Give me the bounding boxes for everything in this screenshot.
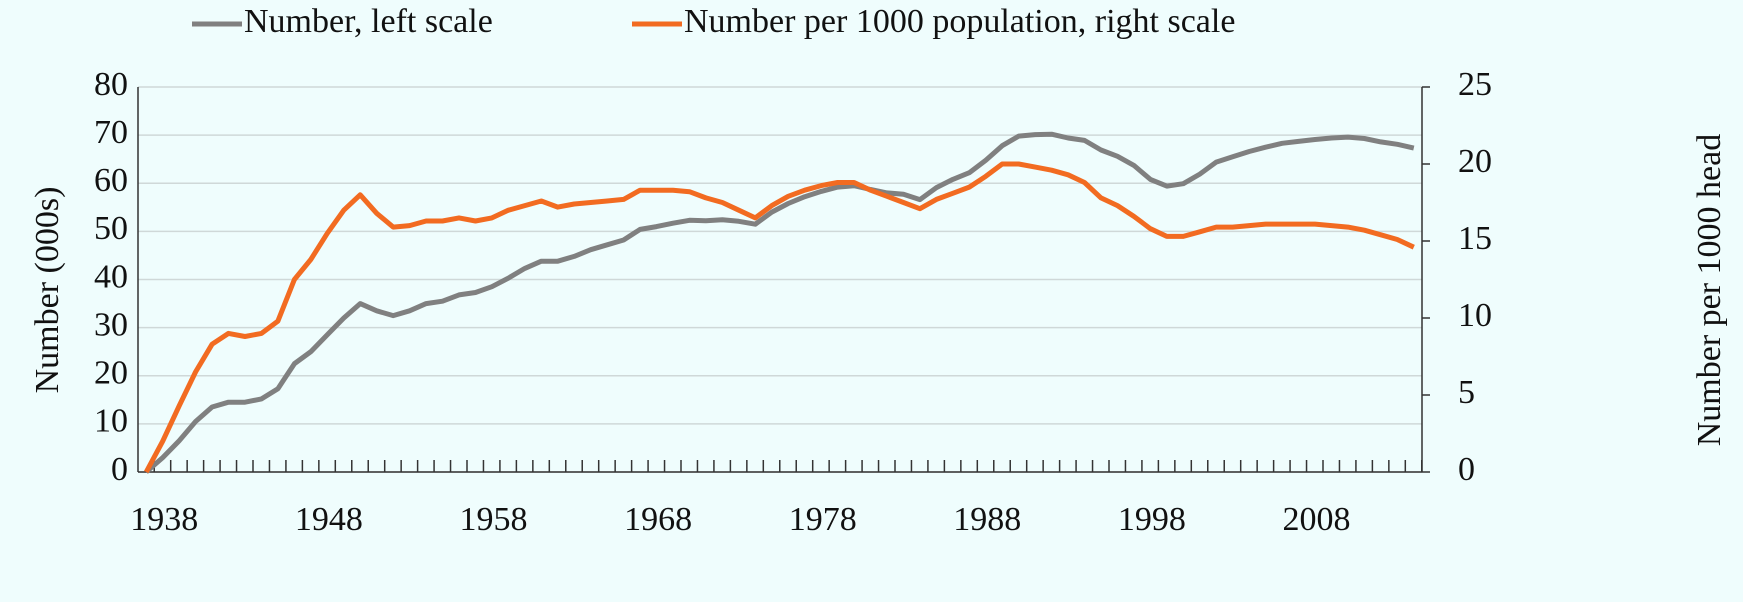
y-tick-label: 80	[94, 66, 128, 103]
line-series	[143, 161, 1415, 474]
y-tick-label: 40	[94, 258, 128, 295]
x-tick-label: 1938	[130, 501, 198, 538]
line-series	[144, 131, 1415, 474]
y-tick-label: 70	[94, 114, 128, 151]
x-tick-label: 1948	[295, 501, 363, 538]
y-tick-label: 20	[94, 355, 128, 392]
x-tick-label: 2008	[1283, 501, 1351, 538]
x-tick-label: 1988	[953, 501, 1021, 538]
x-tick-label: 1958	[459, 501, 527, 538]
y-axis-label: Number (000s)	[29, 187, 66, 394]
y-tick-label: 10	[94, 403, 128, 440]
legend-label: Number, left scale	[244, 3, 493, 40]
y2-tick-label: 15	[1458, 220, 1492, 257]
y2-tick-label: 10	[1458, 297, 1492, 334]
legend-label: Number per 1000 population, right scale	[684, 3, 1235, 40]
y2-axis-label: Number per 1000 head	[1691, 134, 1728, 447]
x-tick-label: 1968	[624, 501, 692, 538]
y2-tick-label: 25	[1458, 66, 1492, 103]
y2-tick-label: 20	[1458, 143, 1492, 180]
x-tick-label: 1998	[1118, 501, 1186, 538]
y-tick-label: 60	[94, 162, 128, 199]
y2-tick-label: 0	[1458, 451, 1475, 488]
y2-tick-label: 5	[1458, 374, 1475, 411]
y-tick-label: 50	[94, 210, 128, 247]
y-tick-label: 0	[111, 451, 128, 488]
y-tick-label: 30	[94, 306, 128, 343]
x-tick-label: 1978	[789, 501, 857, 538]
